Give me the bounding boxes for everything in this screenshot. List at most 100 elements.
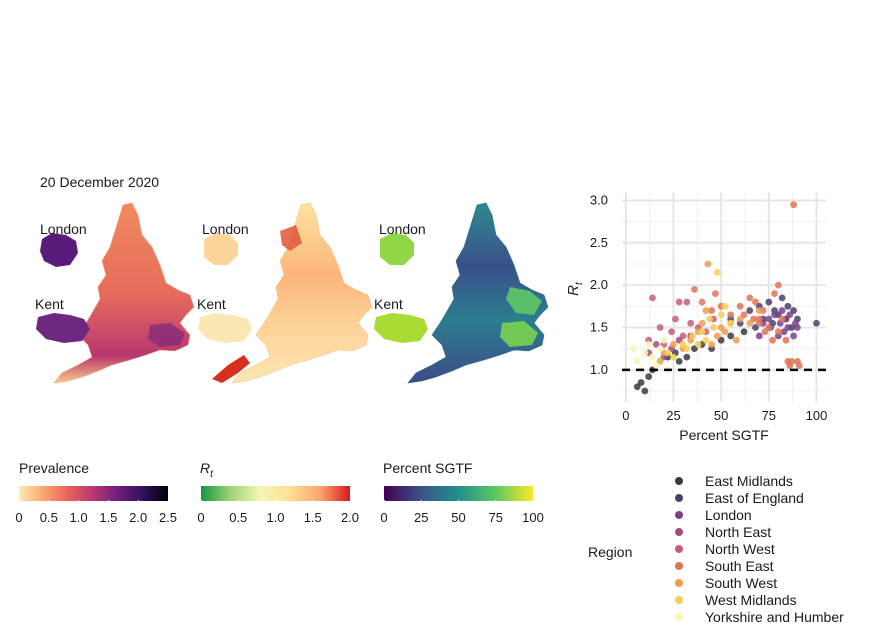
legend-title: Region [588, 544, 633, 560]
data-point [689, 332, 696, 340]
data-point [732, 336, 740, 344]
colorbar-tick-mark [312, 500, 314, 504]
colorbar-tick-label: 1.5 [303, 510, 322, 525]
data-point [721, 302, 729, 310]
sgtf-map [374, 202, 549, 384]
map-label-london-prevalence: London [40, 221, 87, 237]
data-point [649, 353, 656, 361]
colorbar-tick-mark [237, 500, 239, 504]
data-point [778, 307, 786, 314]
maps-panel [36, 202, 549, 384]
data-point [790, 201, 797, 209]
colorbar-tick-label: 25 [414, 510, 429, 525]
x-tick-label: 75 [762, 408, 776, 423]
map-label-london-rt: London [202, 221, 249, 237]
data-point [702, 336, 710, 344]
colorbar-tick-mark [495, 500, 497, 504]
data-point [727, 311, 735, 319]
east-green-patch [506, 287, 542, 315]
data-point [698, 328, 706, 336]
south-east-green-patch [500, 321, 538, 347]
data-point [784, 302, 792, 310]
london-inset-rt [204, 233, 238, 265]
data-point [683, 298, 691, 306]
data-point [708, 307, 716, 314]
colorbar-title-prevalence: Prevalence [19, 460, 90, 476]
legend-dot [675, 493, 683, 502]
data-point [771, 290, 778, 298]
colorbar-tick-label: 1.5 [99, 510, 118, 525]
colorbar-tick-mark [349, 500, 351, 504]
legend-dot [675, 544, 683, 553]
legend-label: London [705, 506, 752, 523]
data-point [713, 269, 721, 276]
y-axis-label-subscript: t [574, 281, 585, 285]
london-inset-prevalence [40, 233, 78, 267]
colorbar-tick-label: 100 [522, 510, 544, 525]
colorbar-tick-label: 1.0 [266, 510, 285, 525]
legend-item: North East [675, 523, 844, 540]
legend-label: South East [705, 557, 774, 574]
legend-label: North West [705, 540, 775, 557]
data-point [683, 353, 691, 361]
scatter-plot: 0 25 50 75 100 1.0 1.5 2.0 2.5 3.0 Percent SGTF Rt [565, 192, 827, 443]
colorbar-tick-label: 1.0 [69, 510, 88, 525]
prevalence-map [36, 202, 195, 384]
colorbar-title-sgtf: Percent SGTF [383, 460, 473, 476]
y-axis-label: Rt [565, 281, 585, 296]
legend-label: Yorkshire and Humber [705, 608, 844, 625]
legend-dot [675, 612, 683, 621]
data-point [782, 336, 790, 344]
data-point [721, 328, 729, 336]
legend-item: West Midlands [675, 591, 844, 608]
data-point [675, 298, 683, 306]
data-point [708, 341, 716, 348]
data-point [727, 319, 735, 327]
y-tick-label: 1.0 [590, 362, 608, 377]
data-point [736, 315, 744, 323]
data-point [786, 311, 794, 319]
y-tick-label: 3.0 [590, 192, 608, 207]
data-point [683, 345, 691, 353]
data-point [670, 353, 677, 361]
region-legend: East Midlands East of England London North … [675, 472, 844, 625]
colorbar-tick-mark [420, 500, 422, 504]
legend-item: South West [675, 574, 844, 591]
colorbar-tick-mark [383, 500, 385, 504]
data-point [727, 332, 735, 340]
data-point [752, 298, 759, 306]
x-tick-label: 0 [622, 408, 629, 423]
data-point [755, 319, 763, 327]
legend-item: London [675, 506, 844, 523]
data-point [630, 345, 637, 353]
data-point [641, 387, 649, 395]
kent-inset-rt [198, 313, 252, 343]
colorbar-tick-mark [48, 500, 50, 504]
data-point [633, 357, 641, 365]
y-tick-label: 2.0 [590, 277, 608, 292]
colorbar-tick-mark [458, 500, 459, 504]
colorbar-tick-label: 0.5 [39, 510, 58, 525]
data-point [765, 298, 773, 306]
data-point [784, 324, 792, 331]
data-point [637, 379, 645, 386]
data-point [656, 324, 664, 331]
data-point [769, 336, 777, 344]
data-point [660, 336, 668, 344]
data-point [736, 302, 744, 310]
data-point [687, 319, 695, 327]
south-west-red-patch [212, 355, 250, 383]
legend-dot [675, 561, 683, 570]
data-point [710, 324, 717, 331]
data-point [774, 281, 782, 289]
colorbar-tick-mark [275, 500, 276, 504]
data-point [778, 315, 786, 323]
england-shape-rt [231, 202, 373, 384]
data-point [641, 349, 649, 357]
colorbar-title-rt-sub: t [210, 468, 213, 480]
colorbar-tick-mark [78, 500, 80, 504]
data-point [794, 324, 801, 331]
legend-dot [675, 476, 683, 485]
data-point [645, 373, 653, 380]
data-point [788, 357, 796, 365]
